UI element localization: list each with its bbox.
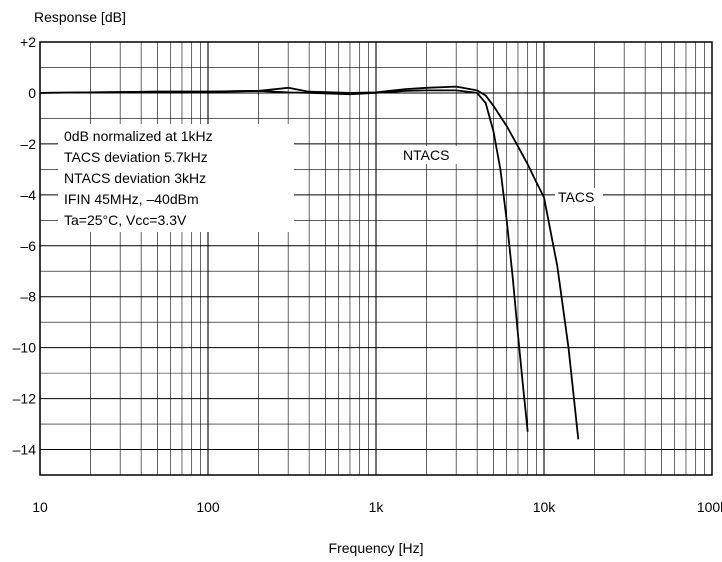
y-tick-label: –2 bbox=[20, 136, 36, 152]
series-label-ntacs: NTACS bbox=[403, 147, 449, 163]
grid bbox=[39, 41, 712, 476]
series bbox=[39, 85, 580, 440]
y-tick-label: –6 bbox=[20, 238, 36, 254]
y-tick-label: –10 bbox=[13, 340, 37, 356]
series-label-background bbox=[555, 188, 603, 206]
series-line-tacs bbox=[39, 85, 580, 440]
x-tick-label: 10k bbox=[533, 499, 557, 515]
annotation-background bbox=[58, 124, 294, 232]
y-tick-label: –12 bbox=[13, 391, 37, 407]
annotation-box: 0dB normalized at 1kHz TACS deviation 5.7… bbox=[58, 124, 294, 232]
y-axis-title: Response [dB] bbox=[34, 9, 126, 25]
x-tick-label: 1k bbox=[369, 499, 385, 515]
y-tick-label: 0 bbox=[28, 85, 36, 101]
y-tick-label: –14 bbox=[13, 442, 37, 458]
x-tick-labels: 10 100 1k 10k 100k bbox=[32, 499, 722, 515]
annotation-line: TACS deviation 5.7kHz bbox=[64, 149, 208, 165]
x-tick-label: 10 bbox=[32, 499, 48, 515]
annotation-line: IFIN 45MHz, –40dBm bbox=[64, 191, 199, 207]
x-tick-label: 100 bbox=[196, 499, 220, 515]
series-label-background bbox=[400, 146, 458, 164]
annotation-line: Ta=25°C, Vcc=3.3V bbox=[64, 212, 187, 228]
plot-frame bbox=[39, 41, 713, 476]
series-label-tacs: TACS bbox=[558, 189, 594, 205]
y-tick-labels: +2 0 –2 –4 –6 –8 –10 –12 –14 bbox=[13, 34, 37, 458]
annotation-line: 0dB normalized at 1kHz bbox=[64, 128, 213, 144]
y-tick-label: –8 bbox=[20, 289, 36, 305]
x-axis-title: Frequency [Hz] bbox=[329, 540, 424, 556]
x-tick-label: 100k bbox=[697, 499, 722, 515]
y-tick-label: –4 bbox=[20, 187, 36, 203]
annotation-line: NTACS deviation 3kHz bbox=[64, 170, 206, 186]
series-labels: NTACS TACS bbox=[400, 146, 603, 206]
y-tick-label: +2 bbox=[20, 34, 36, 50]
